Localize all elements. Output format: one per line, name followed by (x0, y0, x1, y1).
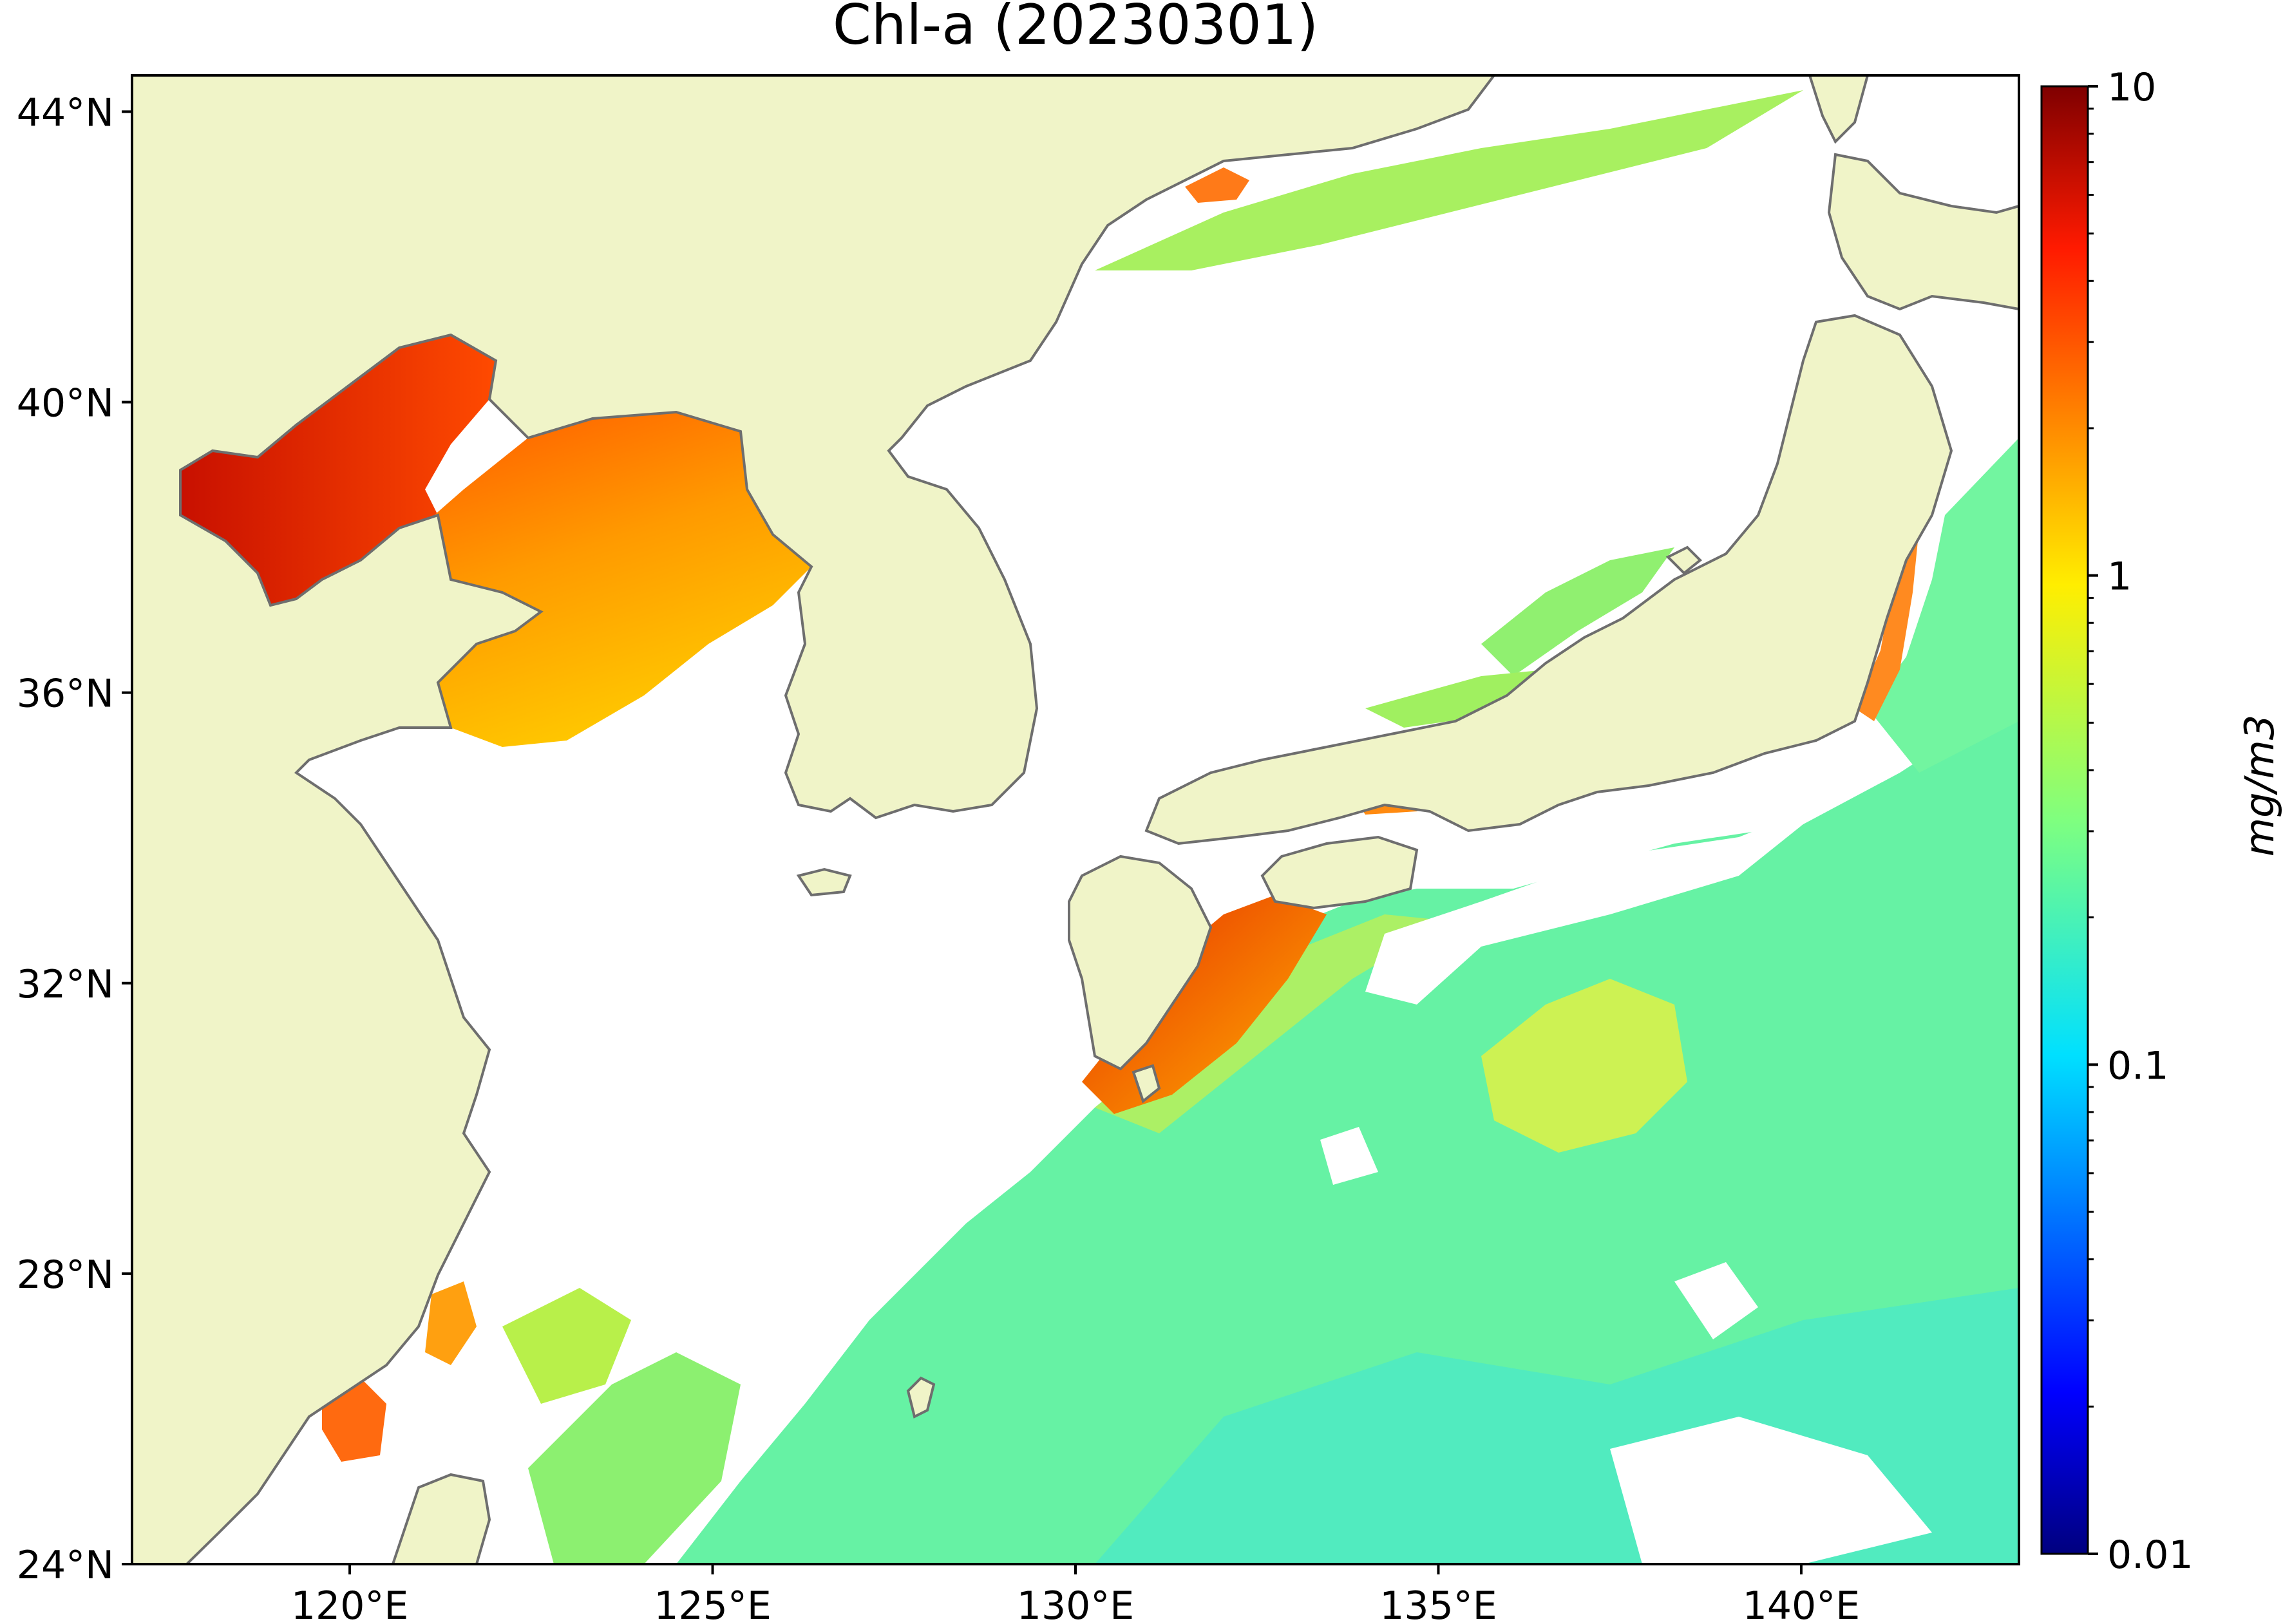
lat-tick-label-3: 32°N (17, 962, 114, 1007)
chl-field-fujian-1 (322, 1378, 386, 1462)
colorbar (2040, 85, 2089, 1555)
chl-field-east-japan (1868, 438, 2019, 773)
longitude-ticks: 120°E 125°E 130°E 135°E 140°E (291, 1564, 1860, 1624)
cloud-gap-4 (1320, 1127, 1378, 1185)
land-okinawa (906, 1376, 936, 1419)
colorbar-tick-label-1: 1 (2107, 554, 2132, 600)
unit-mg: mg/m3 (2236, 715, 2283, 856)
land-hokkaido (1827, 153, 2019, 311)
land-tanegashima (1132, 1064, 1161, 1104)
lon-tick-label-0: 120°E (291, 1583, 408, 1624)
cloud-gap-1 (1365, 798, 1835, 1005)
land-sakhalin-tip (1808, 75, 1870, 144)
chl-field-bohai (180, 335, 496, 605)
land-jeju (796, 867, 852, 897)
chl-field-sea-of-japan-sw (1365, 670, 1546, 728)
lat-tick-label-5: 24°N (17, 1543, 114, 1588)
chl-field-yellow-sea (412, 412, 811, 747)
lat-tick-label-4: 28°N (17, 1252, 114, 1298)
chl-field-patch-yellow (1481, 979, 1687, 1153)
land-mainland-asia (132, 75, 1496, 1564)
lon-tick-label-4: 140°E (1743, 1583, 1860, 1624)
chl-field-sea-of-japan-east (1481, 547, 1674, 676)
lat-tick-label-0: 44°N (17, 90, 114, 135)
lat-tick-label-2: 36°N (17, 672, 114, 717)
map-area (132, 75, 2019, 1564)
lat-tick-label-1: 40°N (17, 381, 114, 426)
cloud-gap-2 (1610, 1417, 1932, 1564)
chl-field-taiwan-strait (502, 1288, 631, 1404)
lon-tick-label-3: 135°E (1379, 1583, 1497, 1624)
colorbar-ticks: 10 1 0.1 0.01 (2088, 65, 2193, 1578)
land-sado (1665, 545, 1702, 575)
colorbar-tick-label-3: 0.01 (2107, 1533, 2193, 1578)
chl-field-zhejiang (425, 1281, 477, 1365)
cloud-gap-3 (1674, 1262, 1758, 1339)
latitude-ticks: 44°N 40°N 36°N 32°N 28°N 24°N (17, 90, 132, 1588)
lon-tick-label-1: 125°E (654, 1583, 771, 1624)
chl-field-vladivostok (1185, 167, 1249, 203)
land-taiwan (391, 1473, 491, 1564)
colorbar-tick-label-2: 0.1 (2107, 1043, 2168, 1088)
land-kyushu (1068, 854, 1213, 1071)
map-title: Chl-a (20230301) (833, 0, 1318, 57)
colorbar-unit-label: mg/m3 (2236, 715, 2283, 856)
chl-field-pacific (676, 695, 2019, 1564)
land-honshu (1144, 314, 1953, 845)
chl-field-sea-of-japan-north (1095, 90, 1803, 270)
chl-field-south-kyushu (1082, 895, 1327, 1114)
lon-tick-label-2: 130°E (1017, 1583, 1134, 1624)
colorbar-tick-label-0: 10 (2107, 65, 2156, 110)
land-shikoku (1260, 835, 1419, 910)
chl-field-east-china-sea-south (528, 1352, 741, 1564)
